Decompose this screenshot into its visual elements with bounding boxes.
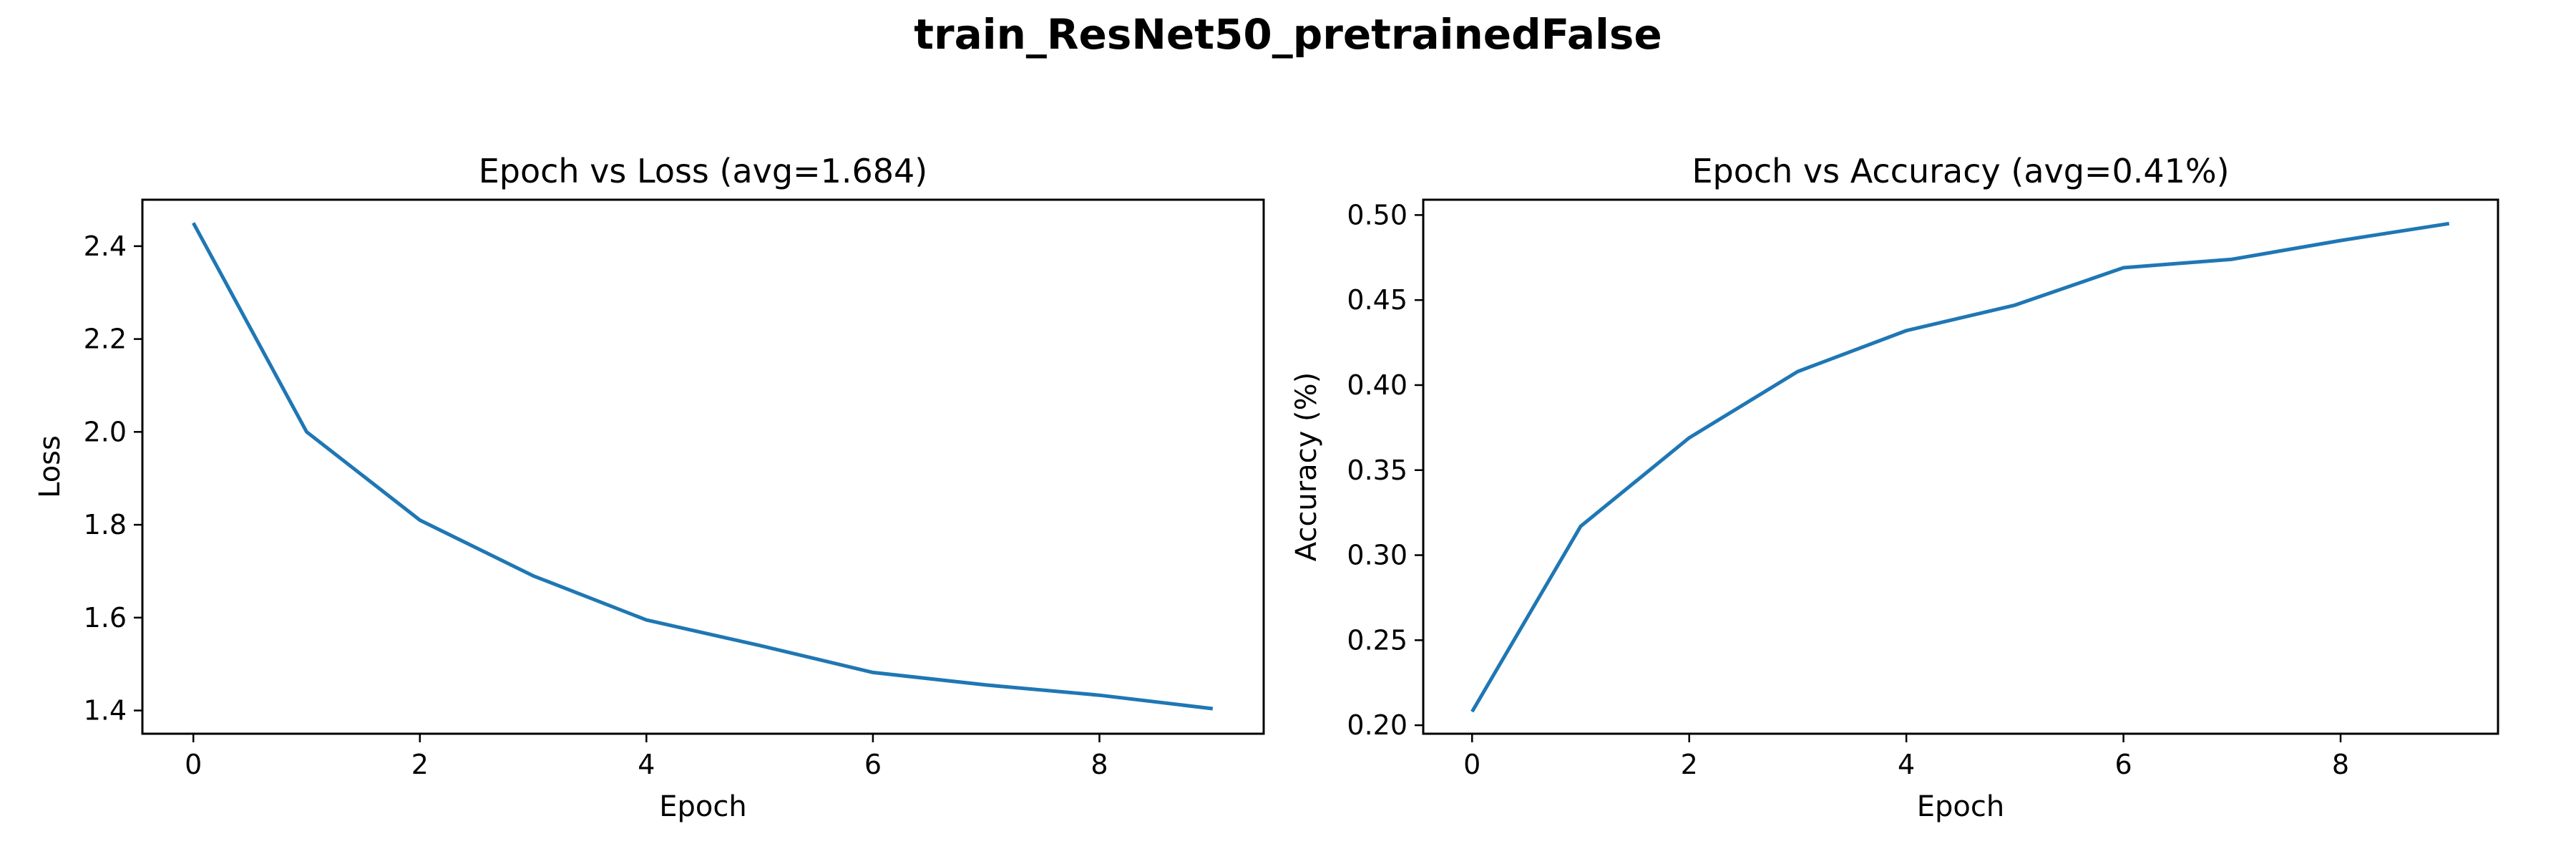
x-tick-label: 6 — [864, 749, 882, 780]
x-axis-label: Epoch — [1917, 790, 2004, 823]
x-tick-label: 4 — [1898, 749, 1915, 780]
y-tick-label: 0.30 — [1347, 540, 1407, 571]
y-tick-label: 0.40 — [1347, 369, 1407, 401]
figure-title: train_ResNet50_pretrainedFalse — [914, 10, 1662, 59]
accuracy-chart: 0 2 4 6 8 0.20 0.25 0.30 0.35 0.40 0.45 0.50 Epoch v… — [1290, 152, 2499, 823]
loss-chart: 0 2 4 6 8 1.4 1.6 1.8 2.0 2.2 2.4 Epoch vs Loss (av… — [34, 152, 1265, 823]
chart-title: Epoch vs Loss (avg=1.684) — [479, 152, 928, 190]
y-tick-label: 1.6 — [84, 602, 127, 634]
y-tick-label: 0.20 — [1347, 709, 1407, 741]
y-tick-label: 0.50 — [1347, 199, 1407, 230]
x-tick-label: 6 — [2114, 749, 2132, 780]
x-axis-label: Epoch — [659, 790, 746, 823]
x-tick-label: 4 — [638, 749, 655, 780]
y-tick-label: 1.4 — [84, 695, 127, 727]
y-tick-label: 1.8 — [84, 509, 127, 540]
x-tick-label: 2 — [411, 749, 429, 780]
series-line — [192, 222, 1214, 711]
x-tick-label: 0 — [1463, 749, 1480, 780]
y-tick-label: 0.25 — [1347, 624, 1407, 656]
y-tick-label: 2.4 — [84, 230, 127, 262]
chart-title: Epoch vs Accuracy (avg=0.41%) — [1692, 152, 2229, 190]
y-tick-label: 0.35 — [1347, 455, 1407, 486]
y-axis-label: Accuracy (%) — [1290, 372, 1323, 562]
plot-area-frame — [141, 198, 1265, 735]
x-tick-label: 2 — [1681, 749, 1698, 780]
y-tick-label: 2.2 — [84, 324, 127, 355]
plot-area-frame — [1422, 198, 2499, 735]
y-tick-label: 2.0 — [84, 416, 127, 447]
x-tick-label: 0 — [185, 749, 202, 780]
x-tick-label: 8 — [1091, 749, 1108, 780]
y-axis-label: Loss — [34, 435, 67, 498]
x-tick-label: 8 — [2332, 749, 2349, 780]
series-line — [1470, 221, 2450, 713]
y-tick-label: 0.45 — [1347, 284, 1407, 316]
